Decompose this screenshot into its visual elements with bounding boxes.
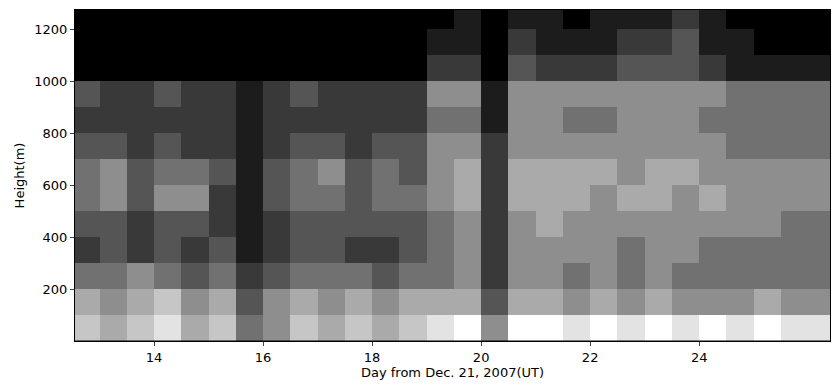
svg-text:16: 16 [255,350,272,365]
svg-text:Day from Dec. 21, 2007(UT): Day from Dec. 21, 2007(UT) [361,365,544,380]
svg-text:22: 22 [582,350,599,365]
svg-text:800: 800 [43,126,68,141]
svg-text:Height(m): Height(m) [12,143,27,209]
svg-text:18: 18 [364,350,381,365]
svg-text:24: 24 [691,350,708,365]
svg-text:1200: 1200 [34,22,67,37]
svg-text:200: 200 [43,282,68,297]
svg-text:600: 600 [43,178,68,193]
svg-text:1000: 1000 [34,74,67,89]
svg-text:400: 400 [43,230,68,245]
svg-text:20: 20 [473,350,490,365]
svg-text:14: 14 [146,350,163,365]
